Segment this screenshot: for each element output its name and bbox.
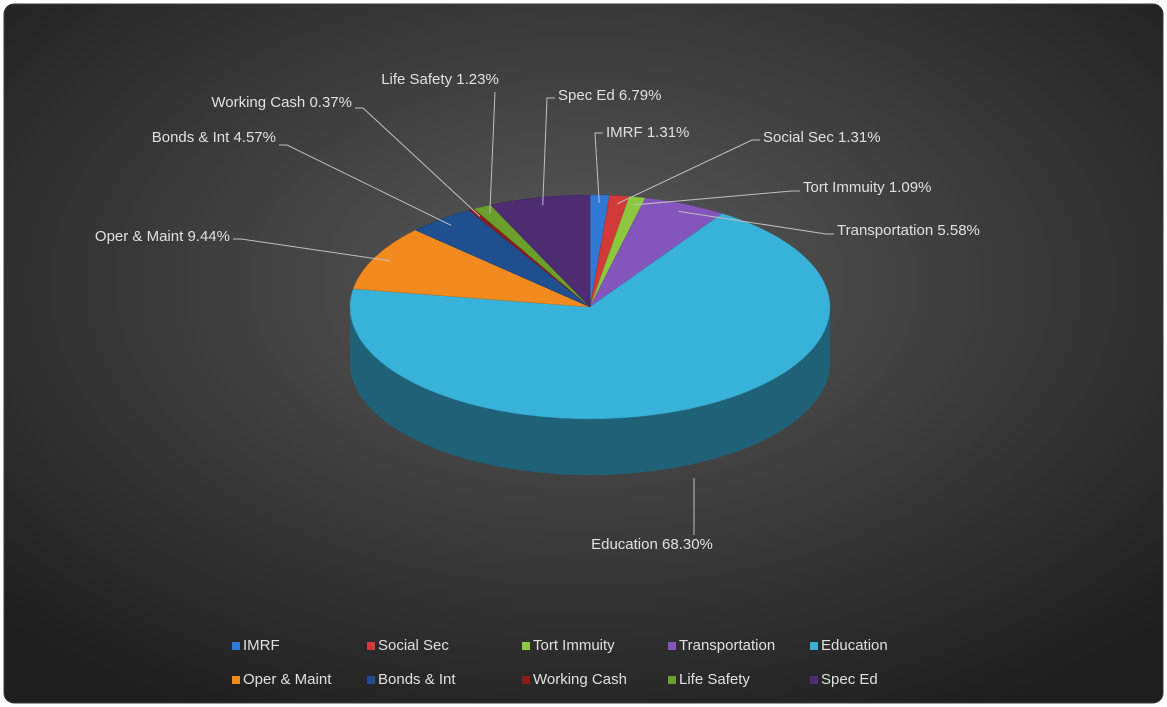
- data-label: Spec Ed 6.79%: [558, 87, 661, 104]
- legend-label: Education: [821, 637, 888, 654]
- data-label: Life Safety 1.23%: [381, 71, 499, 88]
- data-label-name: Bonds & Int: [152, 129, 230, 146]
- data-label: Working Cash 0.37%: [211, 94, 352, 111]
- legend-swatch: [232, 642, 240, 650]
- data-label: Education 68.30%: [591, 536, 713, 553]
- slice-side: [350, 307, 830, 475]
- legend-label: Bonds & Int: [378, 671, 456, 688]
- data-label-name: IMRF: [606, 124, 643, 141]
- leader-line: [233, 238, 391, 262]
- leader-line: [542, 97, 555, 206]
- data-label-name: Transportation: [837, 222, 933, 239]
- leader-line: [355, 107, 481, 217]
- leader-line: [489, 91, 496, 214]
- legend-swatch: [522, 642, 530, 650]
- slice: [490, 194, 591, 308]
- data-label-name: Social Sec: [763, 129, 834, 146]
- legend-label: Working Cash: [533, 671, 627, 688]
- data-label-value: 0.37%: [309, 94, 352, 111]
- legend-label: Social Sec: [378, 637, 449, 654]
- legend-label: Tort Immuity: [533, 637, 615, 654]
- data-label-name: Life Safety: [381, 71, 452, 88]
- data-label: Oper & Maint 9.44%: [95, 228, 230, 245]
- data-label-name: Working Cash: [211, 94, 305, 111]
- legend-swatch: [668, 642, 676, 650]
- legend-swatch: [232, 676, 240, 684]
- data-label-value: 1.23%: [456, 71, 499, 88]
- data-label-value: 9.44%: [187, 228, 230, 245]
- legend-swatch: [367, 676, 375, 684]
- legend-label: Oper & Maint: [243, 671, 332, 688]
- data-label-value: 68.30%: [662, 536, 713, 553]
- leader-line: [617, 139, 760, 205]
- legend-swatch: [810, 642, 818, 650]
- data-label-value: 1.31%: [838, 129, 881, 146]
- leader-line: [279, 144, 452, 226]
- leader-line: [678, 210, 834, 235]
- data-label: Transportation 5.58%: [837, 222, 980, 239]
- legend-label: IMRF: [243, 637, 280, 654]
- data-label: Social Sec 1.31%: [763, 129, 881, 146]
- data-label: Bonds & Int 4.57%: [152, 129, 276, 146]
- slice: [349, 213, 831, 420]
- data-label-name: Spec Ed: [558, 87, 615, 104]
- data-label-name: Oper & Maint: [95, 228, 184, 245]
- legend-label: Transportation: [679, 637, 775, 654]
- leader-line: [634, 190, 800, 206]
- slice: [352, 229, 591, 308]
- data-label-value: 1.31%: [647, 124, 690, 141]
- legend-swatch: [810, 676, 818, 684]
- data-label-value: 5.58%: [937, 222, 980, 239]
- legend-swatch: [522, 676, 530, 684]
- data-label-value: 6.79%: [619, 87, 662, 104]
- legend-label: Spec Ed: [821, 671, 878, 688]
- data-label-value: 1.09%: [889, 179, 932, 196]
- data-label: IMRF 1.31%: [606, 124, 689, 141]
- legend-swatch: [668, 676, 676, 684]
- data-label-name: Tort Immuity: [803, 179, 885, 196]
- legend-swatch: [367, 642, 375, 650]
- data-label-value: 4.57%: [233, 129, 276, 146]
- data-label: Tort Immuity 1.09%: [803, 179, 931, 196]
- leader-line: [594, 132, 603, 203]
- legend-label: Life Safety: [679, 671, 750, 688]
- data-label-name: Education: [591, 536, 658, 553]
